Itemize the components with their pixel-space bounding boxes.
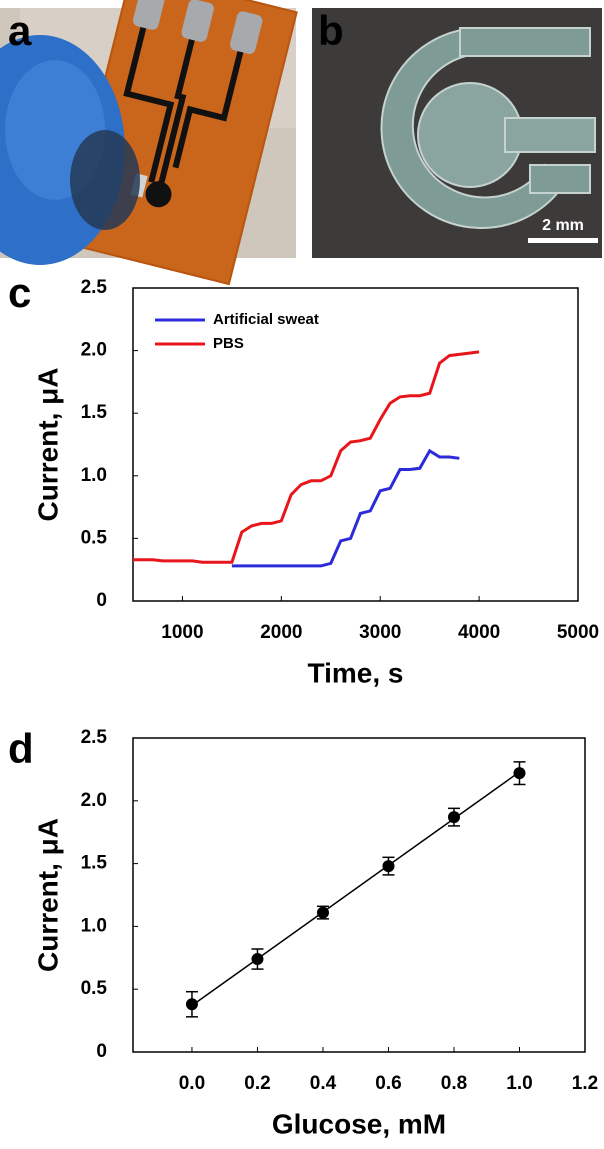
data-point bbox=[382, 860, 395, 873]
y-axis-title: Current, μA bbox=[32, 818, 63, 972]
y-tick-label: 2.5 bbox=[81, 727, 108, 748]
y-tick-label: 1.5 bbox=[81, 853, 108, 874]
x-tick-label: 0.0 bbox=[179, 1073, 205, 1094]
panel-label: a bbox=[8, 7, 32, 54]
panel-label: c bbox=[8, 269, 31, 316]
x-tick-label: 0.4 bbox=[310, 1073, 337, 1094]
panel-label: d bbox=[8, 725, 34, 772]
data-line bbox=[133, 350, 480, 564]
x-tick-label: 1.2 bbox=[572, 1073, 598, 1094]
data-point bbox=[251, 953, 264, 966]
x-tick-label: 5000 bbox=[557, 622, 599, 643]
x-tick-label: 1.0 bbox=[506, 1073, 532, 1094]
y-tick-label: 1.0 bbox=[81, 465, 107, 486]
x-tick-label: 0.8 bbox=[441, 1073, 467, 1094]
x-axis-title: Time, s bbox=[308, 657, 404, 688]
photo-b: 2 mm bbox=[312, 8, 602, 258]
data-point bbox=[447, 811, 460, 824]
data-point bbox=[185, 998, 198, 1011]
x-axis-title: Glucose, mM bbox=[272, 1108, 446, 1139]
scale-bar-label: 2 mm bbox=[542, 217, 584, 234]
data-point bbox=[513, 767, 526, 780]
data-line bbox=[231, 448, 460, 568]
x-tick-label: 1000 bbox=[161, 622, 203, 643]
y-tick-label: 0.5 bbox=[81, 978, 108, 999]
y-tick-label: 0 bbox=[96, 1041, 107, 1062]
y-tick-label: 2.5 bbox=[81, 277, 108, 298]
y-tick-label: 2.0 bbox=[81, 340, 107, 361]
x-tick-label: 0.6 bbox=[375, 1073, 401, 1094]
fit-line bbox=[191, 771, 520, 1007]
data-point bbox=[316, 906, 329, 919]
x-tick-label: 4000 bbox=[458, 622, 500, 643]
y-tick-label: 1.0 bbox=[81, 915, 107, 936]
y-tick-label: 2.0 bbox=[81, 790, 107, 811]
plot-frame bbox=[132, 737, 586, 1053]
plot-frame bbox=[132, 287, 579, 602]
x-tick-label: 0.2 bbox=[244, 1073, 270, 1094]
y-tick-label: 0 bbox=[96, 590, 107, 611]
y-axis-title: Current, μA bbox=[32, 367, 63, 521]
y-tick-label: 1.5 bbox=[81, 402, 108, 423]
legend-label: PBS bbox=[213, 335, 244, 352]
legend-label: Artificial sweat bbox=[213, 311, 319, 328]
panel-label: b bbox=[318, 7, 344, 54]
x-tick-label: 2000 bbox=[260, 622, 302, 643]
y-tick-label: 0.5 bbox=[81, 527, 108, 548]
photo-a bbox=[0, 0, 298, 286]
x-tick-label: 3000 bbox=[359, 622, 401, 643]
